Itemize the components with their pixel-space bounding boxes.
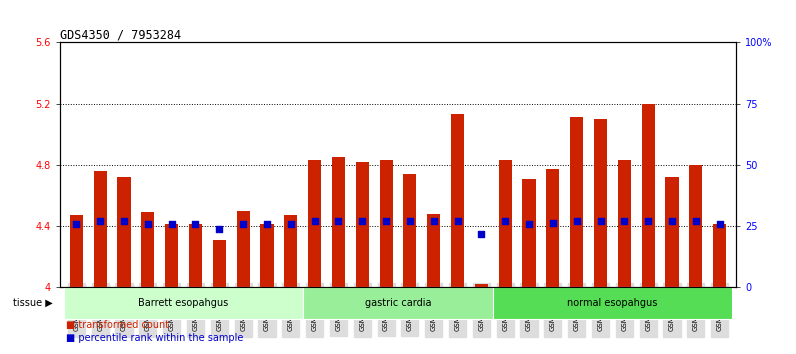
Point [380, 218, 392, 224]
Bar [475, 284, 488, 287]
Bar [302, 287, 494, 319]
Text: ■ transformed count: ■ transformed count [66, 320, 170, 330]
Point [94, 218, 107, 224]
Point [475, 231, 488, 236]
Bar [713, 224, 726, 287]
Point [166, 222, 178, 227]
Bar [451, 114, 464, 287]
Bar [70, 215, 83, 287]
Bar [546, 169, 560, 287]
Point [142, 222, 154, 227]
Point [523, 222, 536, 227]
Bar [284, 215, 298, 287]
Text: GDS4350 / 7953284: GDS4350 / 7953284 [60, 28, 181, 41]
Bar [308, 160, 321, 287]
Text: ■ percentile rank within the sample: ■ percentile rank within the sample [66, 333, 244, 343]
Point [642, 218, 654, 224]
Point [689, 218, 702, 224]
Bar [380, 160, 392, 287]
Bar [213, 240, 226, 287]
Bar [404, 174, 416, 287]
Bar [332, 157, 345, 287]
Point [713, 222, 726, 227]
Point [189, 222, 202, 227]
Bar [260, 224, 274, 287]
Point [547, 220, 560, 226]
Point [118, 218, 131, 224]
Bar [165, 224, 178, 287]
Bar [618, 160, 631, 287]
Bar [494, 287, 732, 319]
Point [308, 218, 321, 224]
Point [451, 218, 464, 224]
Point [594, 218, 607, 224]
Text: gastric cardia: gastric cardia [365, 298, 431, 308]
Bar [236, 211, 250, 287]
Bar [498, 160, 512, 287]
Point [213, 226, 226, 232]
Bar [64, 287, 302, 319]
Bar [427, 214, 440, 287]
Bar [642, 104, 654, 287]
Point [332, 218, 345, 224]
Text: tissue ▶: tissue ▶ [14, 298, 53, 308]
Bar [665, 177, 678, 287]
Bar [189, 224, 202, 287]
Point [570, 218, 583, 224]
Bar [142, 212, 154, 287]
Text: normal esopahgus: normal esopahgus [568, 298, 657, 308]
Bar [94, 171, 107, 287]
Bar [522, 178, 536, 287]
Point [70, 222, 83, 227]
Point [356, 218, 369, 224]
Point [404, 218, 416, 224]
Point [499, 218, 512, 224]
Point [665, 218, 678, 224]
Bar [118, 177, 131, 287]
Bar [570, 118, 583, 287]
Bar [689, 165, 702, 287]
Point [618, 218, 630, 224]
Point [260, 222, 273, 227]
Bar [356, 162, 369, 287]
Point [427, 218, 440, 224]
Point [236, 222, 249, 227]
Text: Barrett esopahgus: Barrett esopahgus [139, 298, 228, 308]
Point [284, 222, 297, 227]
Bar [594, 119, 607, 287]
